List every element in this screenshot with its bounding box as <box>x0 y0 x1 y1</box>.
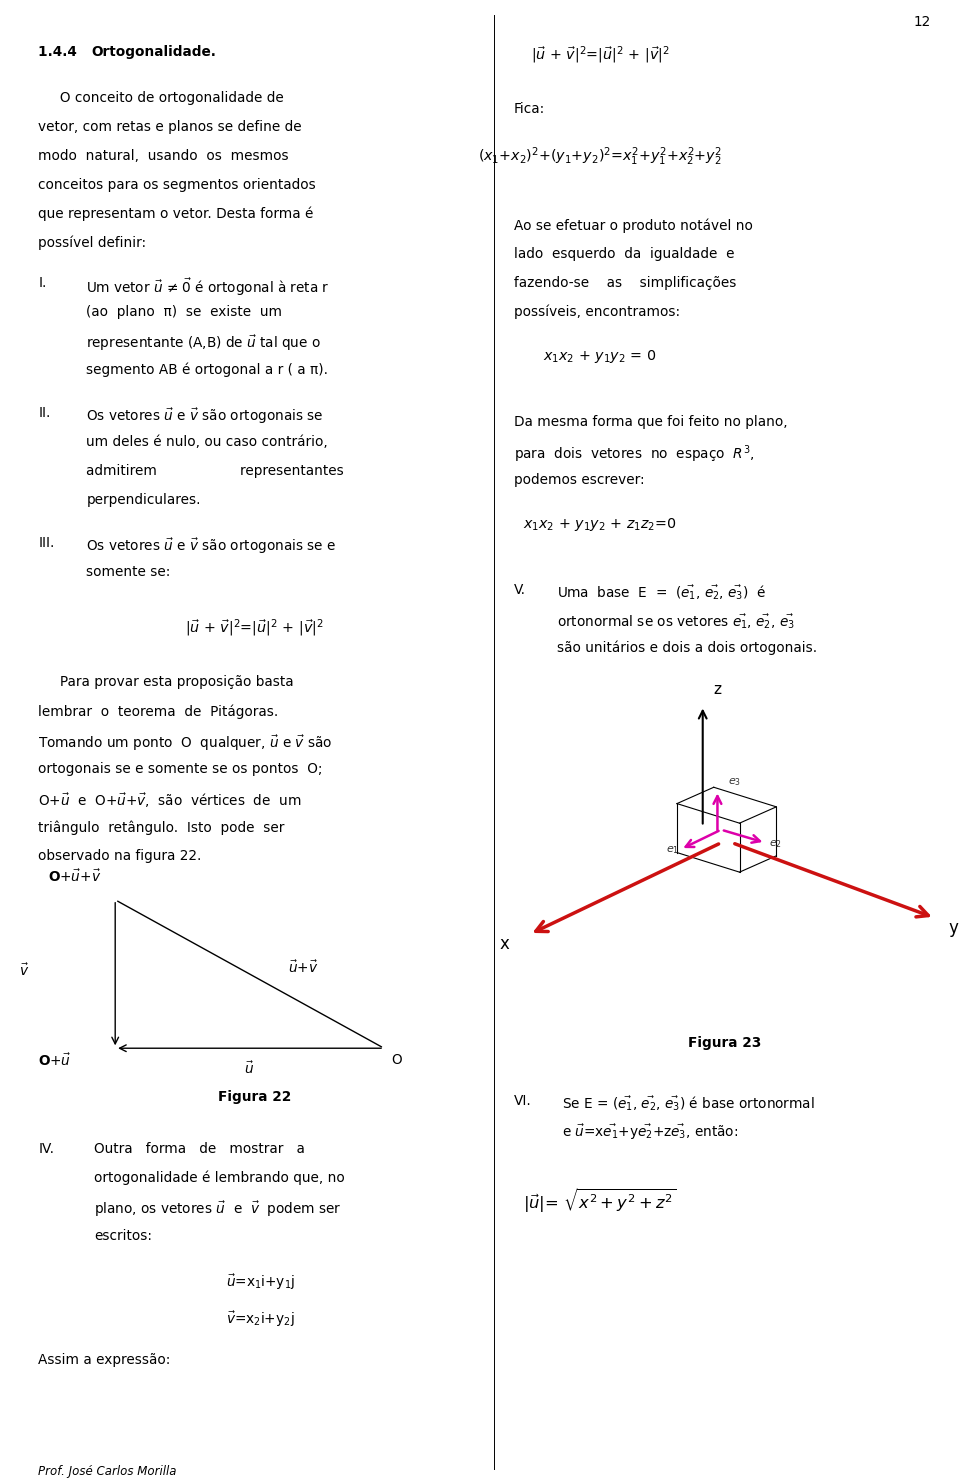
Text: perpendiculares.: perpendiculares. <box>86 493 201 508</box>
Text: possível definir:: possível definir: <box>38 236 147 249</box>
Text: um deles é nulo, ou caso contrário,: um deles é nulo, ou caso contrário, <box>86 435 328 450</box>
Text: admitirem                   representantes: admitirem representantes <box>86 464 344 478</box>
Text: Ortogonalidade.: Ortogonalidade. <box>91 45 216 58</box>
Text: Fica:: Fica: <box>514 102 545 116</box>
Text: Para provar esta proposição basta: Para provar esta proposição basta <box>38 675 294 690</box>
Text: $\vec{v}$: $\vec{v}$ <box>18 962 29 979</box>
Text: que representam o vetor. Desta forma é: que representam o vetor. Desta forma é <box>38 206 314 221</box>
Text: Os vetores $\vec{u}$ e $\vec{v}$ são ortogonais se e: Os vetores $\vec{u}$ e $\vec{v}$ são ort… <box>86 536 337 556</box>
Text: Tomando um ponto  O  qualquer, $\vec{u}$ e $\vec{v}$ são: Tomando um ponto O qualquer, $\vec{u}$ e… <box>38 733 333 752</box>
Text: $(x_1$+$x_2)^2$+$(y_1$+$y_2)^2$=$x_1^2$+$y_1^2$+$x_2^2$+$y_2^2$: $(x_1$+$x_2)^2$+$(y_1$+$y_2)^2$=$x_1^2$+… <box>478 145 722 168</box>
Text: O: O <box>392 1052 402 1067</box>
Text: escritos:: escritos: <box>94 1229 152 1242</box>
Text: $e_2$: $e_2$ <box>769 838 782 850</box>
Text: Se E = ($\vec{e_1}$, $\vec{e_2}$, $\vec{e_3}$) é base ortonormal: Se E = ($\vec{e_1}$, $\vec{e_2}$, $\vec{… <box>562 1094 814 1113</box>
Text: $|\vec{u}$ + $\vec{v}|^2$=$|\vec{u}|^2$ + $|\vec{v}|^2$: $|\vec{u}$ + $\vec{v}|^2$=$|\vec{u}|^2$ … <box>185 617 324 640</box>
Text: $e_3$: $e_3$ <box>729 776 741 788</box>
Text: Outra   forma   de   mostrar   a: Outra forma de mostrar a <box>94 1141 305 1156</box>
Text: (ao  plano  π)  se  existe  um: (ao plano π) se existe um <box>86 304 282 319</box>
Text: segmento AB é ortogonal a r ( a π).: segmento AB é ortogonal a r ( a π). <box>86 362 328 377</box>
Text: fazendo-se    as    simplificações: fazendo-se as simplificações <box>514 276 736 289</box>
Text: ortonormal se os vetores $\vec{e_1}$, $\vec{e_2}$, $\vec{e_3}$: ortonormal se os vetores $\vec{e_1}$, $\… <box>557 611 795 631</box>
Text: y: y <box>948 919 958 936</box>
Text: $\vec{v}$=x$_2$i+y$_2$j: $\vec{v}$=x$_2$i+y$_2$j <box>226 1310 294 1330</box>
Text: V.: V. <box>514 583 526 597</box>
Text: lado  esquerdo  da  igualdade  e: lado esquerdo da igualdade e <box>514 246 734 261</box>
Text: II.: II. <box>38 407 51 420</box>
Text: conceitos para os segmentos orientados: conceitos para os segmentos orientados <box>38 178 316 191</box>
Text: $|\vec{u}|$= $\sqrt{x^2+y^2+z^2}$: $|\vec{u}|$= $\sqrt{x^2+y^2+z^2}$ <box>523 1186 677 1215</box>
Text: Um vetor $\vec{u}$ ≠ $\vec{0}$ é ortogonal à reta r: Um vetor $\vec{u}$ ≠ $\vec{0}$ é ortogon… <box>86 276 330 298</box>
Text: modo  natural,  usando  os  mesmos: modo natural, usando os mesmos <box>38 148 289 163</box>
Text: plano, os vetores $\vec{u}$  e  $\vec{v}$  podem ser: plano, os vetores $\vec{u}$ e $\vec{v}$ … <box>94 1199 342 1220</box>
Text: I.: I. <box>38 276 47 289</box>
Text: VI.: VI. <box>514 1094 531 1109</box>
Text: representante (A,B) de $\vec{u}$ tal que o: representante (A,B) de $\vec{u}$ tal que… <box>86 334 322 353</box>
Text: Prof. José Carlos Morilla: Prof. José Carlos Morilla <box>38 1465 177 1478</box>
Text: são unitários e dois a dois ortogonais.: são unitários e dois a dois ortogonais. <box>557 641 817 654</box>
Text: Assim a expressão:: Assim a expressão: <box>38 1353 171 1367</box>
Text: ortogonalidade é lembrando que, no: ortogonalidade é lembrando que, no <box>94 1171 345 1186</box>
Text: somente se:: somente se: <box>86 565 171 579</box>
Text: $x_1x_2$ + $y_1y_2$ + $z_1z_2$=0: $x_1x_2$ + $y_1y_2$ + $z_1z_2$=0 <box>523 516 677 533</box>
Text: IV.: IV. <box>38 1141 55 1156</box>
Text: $\vec{u}$: $\vec{u}$ <box>245 1060 254 1077</box>
Text: $|\vec{u}$ + $\vec{v}|^2$=$|\vec{u}|^2$ + $|\vec{v}|^2$: $|\vec{u}$ + $\vec{v}|^2$=$|\vec{u}|^2$ … <box>531 45 669 67</box>
Text: 12: 12 <box>914 15 931 28</box>
Text: $\vec{u}$+$\vec{v}$: $\vec{u}$+$\vec{v}$ <box>288 959 319 976</box>
Text: Os vetores $\vec{u}$ e $\vec{v}$ são ortogonais se: Os vetores $\vec{u}$ e $\vec{v}$ são ort… <box>86 407 324 426</box>
Text: triângulo  retângulo.  Isto  pode  ser: triângulo retângulo. Isto pode ser <box>38 821 285 834</box>
Text: podemos escrever:: podemos escrever: <box>514 473 644 487</box>
Text: lembrar  o  teorema  de  Pitágoras.: lembrar o teorema de Pitágoras. <box>38 705 278 718</box>
Text: x: x <box>499 935 509 953</box>
Text: Uma  base  E  =  ($\vec{e_1}$, $\vec{e_2}$, $\vec{e_3}$)  é: Uma base E = ($\vec{e_1}$, $\vec{e_2}$, … <box>557 583 766 601</box>
Text: Ao se efetuar o produto notável no: Ao se efetuar o produto notável no <box>514 218 753 233</box>
Text: ortogonais se e somente se os pontos  O;: ortogonais se e somente se os pontos O; <box>38 763 323 776</box>
Text: $x_1x_2$ + $y_1y_2$ = 0: $x_1x_2$ + $y_1y_2$ = 0 <box>543 349 657 365</box>
Text: vetor, com retas e planos se define de: vetor, com retas e planos se define de <box>38 120 302 134</box>
Text: $\mathbf{O}$+$\vec{u}$+$\vec{v}$: $\mathbf{O}$+$\vec{u}$+$\vec{v}$ <box>48 868 102 884</box>
Text: $\vec{u}$=x$_1$i+y$_1$j: $\vec{u}$=x$_1$i+y$_1$j <box>226 1272 295 1291</box>
Text: $e_1$: $e_1$ <box>666 844 679 856</box>
Text: possíveis, encontramos:: possíveis, encontramos: <box>514 304 680 319</box>
Text: e $\vec{u}$=x$\vec{e_1}$+y$\vec{e_2}$+z$\vec{e_3}$, então:: e $\vec{u}$=x$\vec{e_1}$+y$\vec{e_2}$+z$… <box>562 1123 737 1143</box>
Text: O+$\vec{u}$  e  O+$\vec{u}$+$\vec{v}$,  são  vértices  de  um: O+$\vec{u}$ e O+$\vec{u}$+$\vec{v}$, são… <box>38 791 302 810</box>
Text: Da mesma forma que foi feito no plano,: Da mesma forma que foi feito no plano, <box>514 416 787 429</box>
Text: para  dois  vetores  no  espaço  $R^3$,: para dois vetores no espaço $R^3$, <box>514 444 755 466</box>
Text: Figura 22: Figura 22 <box>218 1089 291 1104</box>
Text: III.: III. <box>38 536 55 551</box>
Text: observado na figura 22.: observado na figura 22. <box>38 849 202 864</box>
Text: Figura 23: Figura 23 <box>688 1036 761 1051</box>
Text: z: z <box>713 681 722 697</box>
Text: 1.4.4: 1.4.4 <box>38 45 86 58</box>
Text: O conceito de ortogonalidade de: O conceito de ortogonalidade de <box>38 91 284 105</box>
Text: $\mathbf{O}$+$\vec{u}$: $\mathbf{O}$+$\vec{u}$ <box>38 1052 72 1070</box>
